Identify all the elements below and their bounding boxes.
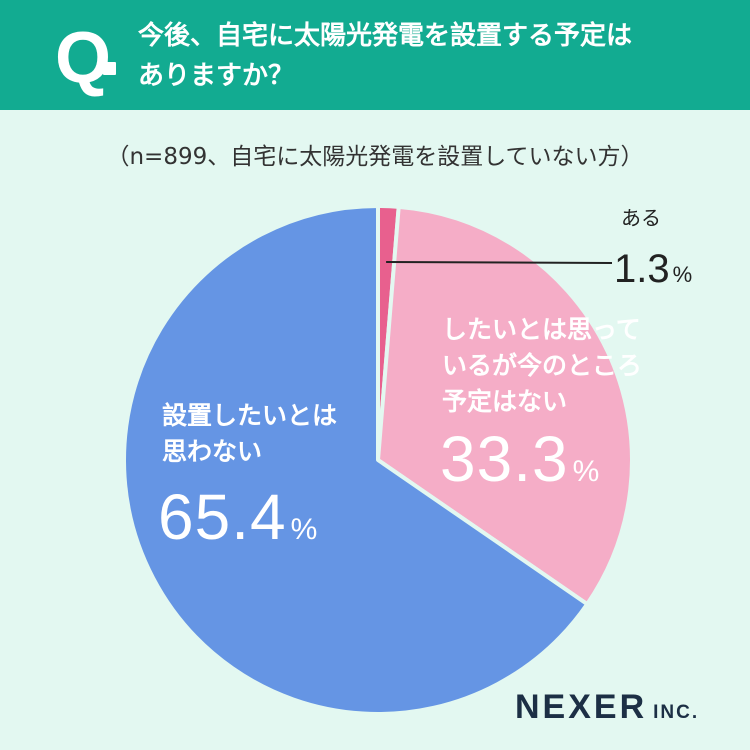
question-text: 今後、自宅に太陽光発電を設置する予定は ありますか？ [138, 16, 738, 96]
question-line-2: ありますか？ [138, 61, 295, 91]
value-maybe: 33.3% [440, 424, 600, 507]
label-no-line-1: 設置したいとは [162, 401, 338, 430]
pie-slice-2 [122, 204, 590, 716]
value-aru-number: 1.3 [614, 247, 670, 291]
nexer-logo: NEXER INC. [515, 688, 699, 727]
label-maybe-line-1: したいとは思って [442, 315, 641, 344]
label-maybe: したいとは思って いるが今のところ 予定はない [442, 312, 642, 420]
q-dot [103, 62, 116, 75]
brand-suffix: INC. [653, 702, 700, 723]
label-no-line-2: 思わない [162, 437, 263, 466]
q-letter: Q [55, 18, 112, 98]
label-aru: ある [596, 203, 686, 233]
leader-line-aru [386, 261, 613, 264]
label-maybe-line-2: いるが今のところ [442, 351, 643, 380]
sample-note: （n=899、自宅に太陽光発電を設置していない方） [106, 144, 644, 170]
value-no: 65.4% [158, 482, 318, 565]
pie-slice-1 [376, 204, 634, 607]
label-no: 設置したいとは 思わない [162, 398, 337, 470]
value-no-number: 65.4 [158, 481, 287, 553]
label-aru-text: ある [621, 206, 661, 230]
question-line-1: 今後、自宅に太陽光発電を設置する予定は [138, 21, 633, 51]
value-aru: 1.3% [614, 246, 692, 298]
brand-name: NEXER [515, 688, 648, 726]
value-aru-unit: % [672, 262, 693, 287]
label-maybe-line-3: 予定はない [442, 387, 568, 416]
question-header: Q 今後、自宅に太陽光発電を設置する予定は ありますか？ [0, 0, 750, 110]
value-no-unit: % [290, 513, 319, 546]
value-maybe-number: 33.3 [440, 423, 569, 495]
value-maybe-unit: % [572, 455, 601, 488]
